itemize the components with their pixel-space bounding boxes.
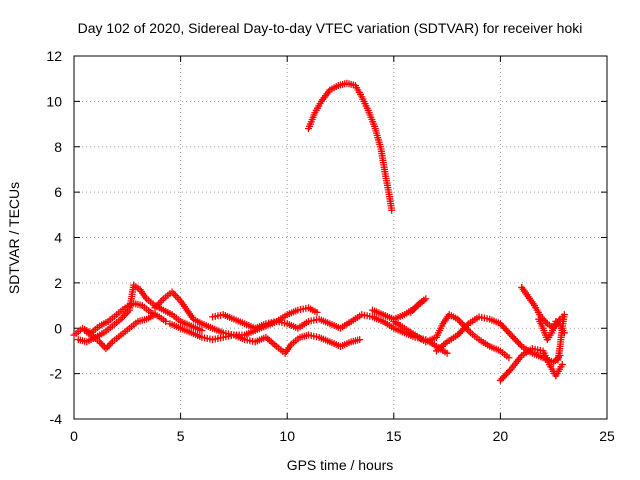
data-point	[504, 328, 512, 336]
data-point	[162, 317, 170, 325]
data-point	[506, 329, 514, 337]
data-point	[498, 375, 506, 383]
data-point	[454, 331, 462, 339]
series-arc-7	[305, 79, 396, 214]
y-tick-label: 10	[46, 93, 62, 109]
data-point	[509, 333, 517, 341]
y-tick-label: -4	[50, 411, 63, 427]
data-point	[554, 356, 562, 364]
data-point	[313, 308, 321, 316]
data-point	[151, 311, 159, 319]
data-point	[498, 321, 506, 329]
data-point	[499, 373, 507, 381]
data-point	[457, 328, 465, 336]
x-axis: 0 5 10 15 20 25	[70, 56, 615, 444]
series-arc-5	[166, 320, 364, 357]
data-point	[502, 370, 510, 378]
data-point	[455, 329, 463, 337]
chart-title: Day 102 of 2020, Sidereal Day-to-day VTE…	[78, 20, 583, 36]
y-tick-label: 8	[54, 139, 62, 155]
data-point	[461, 323, 469, 331]
data-point	[499, 323, 507, 331]
x-tick-label: 10	[279, 428, 295, 444]
data-point	[443, 349, 451, 357]
data-point	[515, 339, 523, 347]
series-arc-6	[209, 311, 451, 357]
x-tick-label: 20	[493, 428, 509, 444]
data-point	[560, 329, 568, 337]
data-points	[70, 79, 568, 384]
data-point	[506, 367, 514, 375]
y-tick-label: 2	[54, 275, 62, 291]
data-point	[510, 334, 518, 342]
data-point	[458, 326, 466, 334]
data-point	[513, 338, 521, 346]
data-point	[460, 325, 468, 333]
series-arc-9	[390, 311, 513, 362]
series-arc-2	[74, 281, 206, 346]
data-point	[504, 368, 512, 376]
y-tick-label: -2	[50, 366, 63, 382]
x-tick-label: 15	[386, 428, 402, 444]
data-point	[463, 321, 471, 329]
data-point	[356, 336, 364, 344]
y-axis: -4 -2 0 2 4 6 8 10 12	[46, 48, 607, 427]
x-tick-label: 0	[70, 428, 78, 444]
series-arc-1	[70, 299, 170, 339]
data-point	[198, 327, 206, 335]
data-point	[501, 372, 509, 380]
data-point	[512, 336, 520, 344]
data-point	[558, 361, 566, 369]
data-point	[502, 326, 510, 334]
data-point	[501, 325, 509, 333]
data-point	[516, 341, 524, 349]
series-arc-11	[496, 345, 566, 384]
data-point	[388, 206, 396, 214]
x-axis-label: GPS time / hours	[287, 457, 394, 473]
x-tick-label: 25	[599, 428, 615, 444]
data-point	[407, 308, 415, 316]
x-tick-label: 5	[177, 428, 185, 444]
series-arc-13	[535, 315, 568, 344]
data-point	[496, 376, 504, 384]
y-tick-label: 4	[54, 230, 62, 246]
y-tick-label: 6	[54, 184, 62, 200]
data-point	[496, 320, 504, 328]
grid	[74, 56, 607, 419]
y-tick-label: 0	[54, 320, 62, 336]
y-tick-label: 12	[46, 48, 62, 64]
y-axis-label: SDTVAR / TECUs	[6, 182, 22, 294]
series-arc-3	[81, 311, 159, 353]
data-point	[505, 354, 513, 362]
data-point	[507, 331, 515, 339]
